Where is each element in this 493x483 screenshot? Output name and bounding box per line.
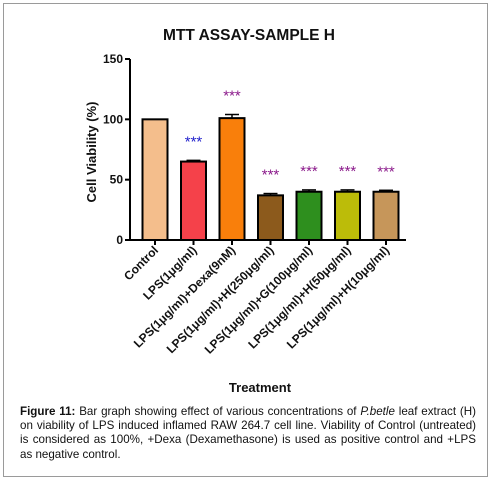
bar bbox=[334, 190, 361, 242]
chart-bars: *** *** *** *** *** *** bbox=[141, 88, 400, 242]
y-axis-label: Cell Viability (%) bbox=[84, 102, 99, 203]
significance-label: *** bbox=[339, 163, 357, 180]
bar bbox=[180, 160, 207, 241]
caption-text-1: Bar graph showing effect of various conc… bbox=[75, 405, 361, 418]
significance-label: *** bbox=[300, 163, 318, 180]
y-tick-label: 0 bbox=[116, 233, 123, 247]
x-axis-label: Treatment bbox=[229, 380, 292, 395]
caption-species: P.betle bbox=[360, 405, 395, 418]
significance-label: *** bbox=[223, 88, 241, 105]
y-tick-label: 150 bbox=[103, 52, 123, 66]
significance-label: *** bbox=[185, 133, 203, 150]
y-tick-label: 100 bbox=[103, 112, 123, 126]
significance-label: *** bbox=[377, 163, 395, 180]
bar-chart: MTT ASSAY-SAMPLE H Cell Viability (%) Tr… bbox=[84, 27, 406, 395]
significance-label: *** bbox=[262, 167, 280, 184]
figure-frame: MTT ASSAY-SAMPLE H Cell Viability (%) Tr… bbox=[3, 3, 488, 477]
bar bbox=[141, 118, 169, 241]
caption-text-2: leaf extract (H) on viability of LPS ind… bbox=[20, 405, 477, 461]
bar bbox=[218, 117, 246, 241]
y-tick-label: 50 bbox=[110, 173, 124, 187]
bar bbox=[372, 190, 400, 242]
figure-caption: Figure 11: Bar graph showing effect of v… bbox=[20, 405, 476, 462]
bar bbox=[295, 190, 323, 242]
bar bbox=[257, 194, 284, 241]
chart-title: MTT ASSAY-SAMPLE H bbox=[163, 27, 335, 44]
x-tick-labels: ControlLPS(1μg/ml)LPS(1μg/ml)+Dexa(9nM)L… bbox=[121, 240, 392, 357]
caption-label: Figure 11: bbox=[20, 405, 76, 418]
